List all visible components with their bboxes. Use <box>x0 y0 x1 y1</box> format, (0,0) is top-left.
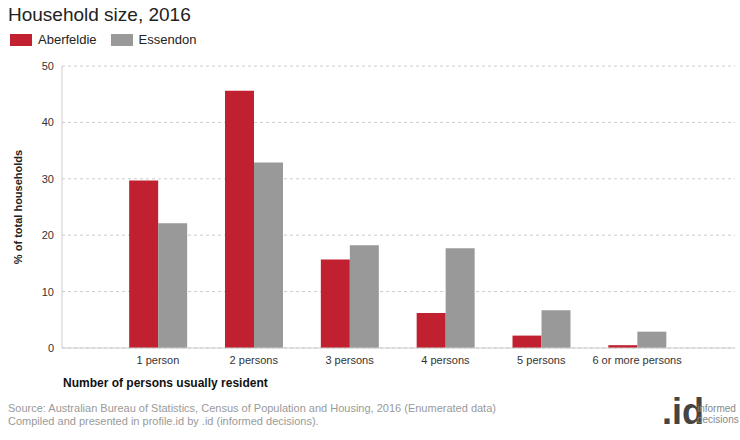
html-text:Compiled and presented in prof: Compiled and presented in profile.id by … <box>8 415 319 427</box>
svg-text:0: 0 <box>48 342 54 354</box>
html-text:Essendon: Essendon <box>138 32 197 47</box>
html-text:% of total households: % of total households <box>12 149 24 265</box>
html-text:Aberfeldie: Aberfeldie <box>38 32 97 47</box>
svg-text:3 persons: 3 persons <box>325 354 374 366</box>
html-text:Household size, 2016: Household size, 2016 <box>8 4 191 25</box>
svg-text:10: 10 <box>42 286 54 298</box>
html-text:.id: .id <box>662 391 704 432</box>
svg-text:5 persons: 5 persons <box>517 354 566 366</box>
svg-text:20: 20 <box>42 229 54 241</box>
html-text:informed decisions: informed decisions <box>697 403 739 425</box>
html-text:Number of persons usually resi: Number of persons usually resident <box>63 376 268 390</box>
svg-text:1 person: 1 person <box>137 354 180 366</box>
svg-text:6 or more persons: 6 or more persons <box>592 354 682 366</box>
html-text:Source: Australian Bureau of S: Source: Australian Bureau of Statistics,… <box>8 402 496 414</box>
svg-text:4 persons: 4 persons <box>421 354 470 366</box>
svg-text:30: 30 <box>42 173 54 185</box>
svg-text:40: 40 <box>42 116 54 128</box>
svg-text:2 persons: 2 persons <box>230 354 279 366</box>
svg-text:50: 50 <box>42 60 54 72</box>
